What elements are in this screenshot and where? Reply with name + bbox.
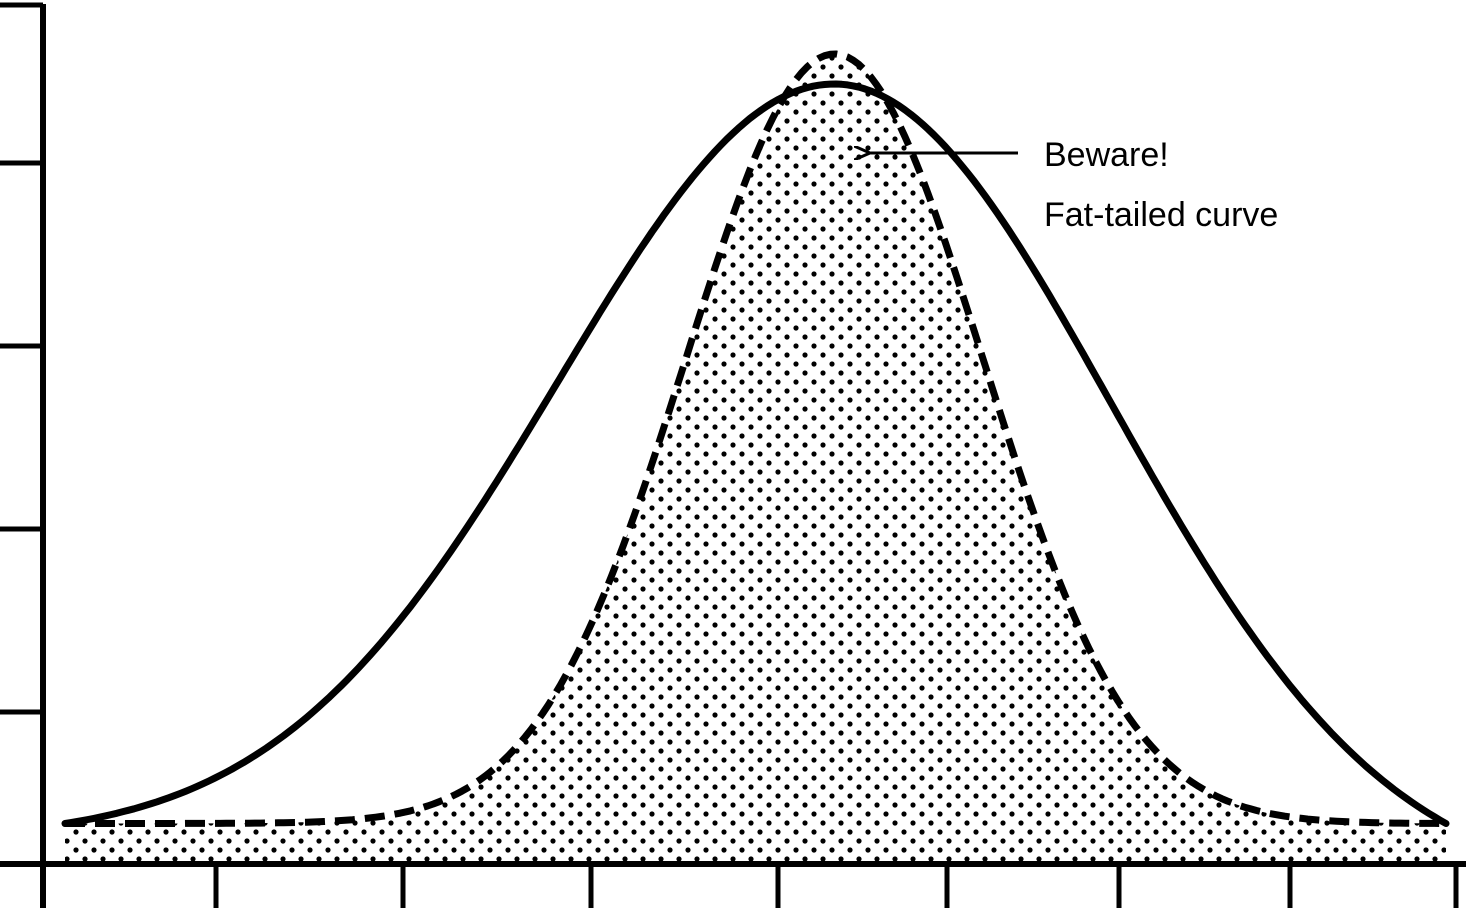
series-0-line-solid [61,80,1450,827]
series-1-line-dashed [65,50,1446,827]
annotation-line-1: Beware! [1044,136,1169,174]
series-1-area [65,54,1446,861]
annotation-line-2: Fat-tailed curve [1044,196,1278,234]
series-layer [61,50,1450,861]
x-ticks [213,864,1459,908]
y-ticks [0,2,43,715]
annotation: Beware! Fat-tailed curve [868,136,1278,234]
